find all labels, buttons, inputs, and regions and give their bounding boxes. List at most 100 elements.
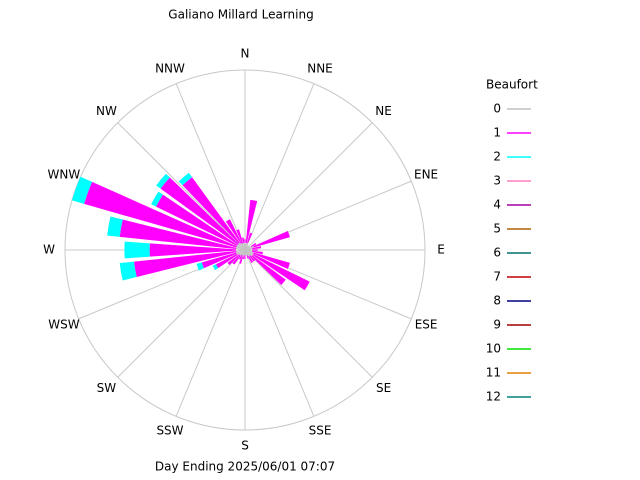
wind-segment [245, 250, 248, 256]
wind-segment [237, 243, 245, 250]
chart-footer: Day Ending 2025/06/01 07:07 [155, 460, 335, 474]
wind-segment [227, 254, 240, 266]
direction-label: SE [376, 381, 391, 395]
wind-segment [244, 255, 246, 259]
direction-label: W [43, 243, 55, 257]
wind-segment [238, 242, 245, 250]
wind-segment [134, 250, 237, 277]
wind-segment [251, 255, 286, 286]
direction-label: NW [96, 104, 117, 118]
direction-label: NNE [307, 61, 333, 75]
wind-segment [245, 199, 258, 244]
wind-segment [253, 230, 290, 248]
legend-label: 10 [486, 342, 501, 356]
wind-segment [160, 177, 239, 245]
direction-label: WNW [48, 167, 81, 181]
wind-segment [238, 254, 243, 260]
wind-segment [236, 249, 245, 251]
wind-segment [241, 237, 245, 244]
legend-label: 12 [486, 390, 501, 404]
wind-segment [245, 246, 250, 250]
wind-segment [71, 176, 93, 204]
wind-segment [225, 219, 242, 245]
wind-segment [236, 244, 245, 250]
wind-segment [215, 253, 238, 269]
wind-segment [245, 250, 254, 254]
spoke [117, 249, 246, 378]
direction-label: SW [97, 381, 117, 395]
wind-segment [242, 250, 245, 257]
wind-segment [236, 250, 245, 253]
wind-segment [236, 246, 245, 250]
wind-segment [245, 250, 247, 256]
spoke [244, 83, 315, 251]
spoke [117, 122, 246, 251]
direction-label: S [241, 439, 249, 453]
wind-segment [242, 243, 245, 250]
direction-label: SSE [309, 424, 332, 438]
wind-segment [245, 245, 249, 250]
spoke [244, 249, 315, 417]
wind-segment [246, 232, 253, 244]
legend-label: 3 [493, 174, 501, 188]
wind-segment [245, 249, 253, 251]
direction-label: ENE [414, 167, 438, 181]
wind-segment [245, 250, 253, 252]
spoke [175, 249, 246, 417]
legend-label: 4 [493, 198, 501, 212]
wind-segment [248, 255, 254, 263]
legend-label: 9 [493, 318, 501, 332]
wind-segment [242, 255, 245, 259]
wind-segment [244, 250, 246, 256]
direction-label: N [241, 47, 250, 61]
wind-segment [243, 242, 245, 250]
spoke [244, 122, 373, 251]
legend-label: 7 [493, 270, 501, 284]
wind-segment [236, 250, 245, 254]
wind-segment [241, 250, 245, 255]
wind-segment [245, 250, 251, 256]
wind-segment [124, 241, 150, 259]
direction-label: NNW [155, 61, 185, 75]
direction-label: SSW [156, 424, 183, 438]
wind-segment [239, 250, 245, 256]
wind-segment [240, 243, 245, 250]
wind-segment [156, 173, 170, 189]
wind-segment [232, 255, 241, 265]
direction-label: NE [375, 104, 392, 118]
wind-segment [239, 250, 245, 256]
wind-segment [245, 250, 254, 256]
wind-segment [149, 243, 237, 257]
wind-segment [244, 242, 246, 250]
wind-segment [250, 242, 257, 247]
wind-segment [253, 252, 290, 270]
wind-segment [245, 248, 253, 250]
legend-label: 2 [493, 150, 501, 164]
wind-segment [251, 246, 262, 250]
wind-segment [244, 239, 246, 243]
wind-segment [178, 172, 193, 186]
direction-label: WSW [48, 318, 79, 332]
wind-segment [245, 245, 252, 250]
legend-label: 11 [486, 366, 501, 380]
wind-segment [249, 255, 256, 262]
wind-segment [245, 242, 247, 250]
wind-segment [212, 264, 219, 271]
wind-segment [156, 194, 238, 247]
legend-label: 1 [493, 126, 501, 140]
wind-segment [245, 246, 254, 250]
direction-label: E [437, 243, 445, 257]
spoke [175, 83, 246, 251]
wind-segment [107, 216, 123, 237]
wind-segment [236, 247, 245, 250]
wind-segment [119, 219, 237, 250]
wind-segment [182, 177, 240, 244]
legend-label: 6 [493, 246, 501, 260]
wind-segment [246, 254, 249, 259]
wind-segment [245, 250, 250, 257]
wind-segment [201, 252, 237, 269]
direction-label: ESE [415, 318, 438, 332]
chart-title: Galiano Millard Learning [168, 8, 313, 22]
